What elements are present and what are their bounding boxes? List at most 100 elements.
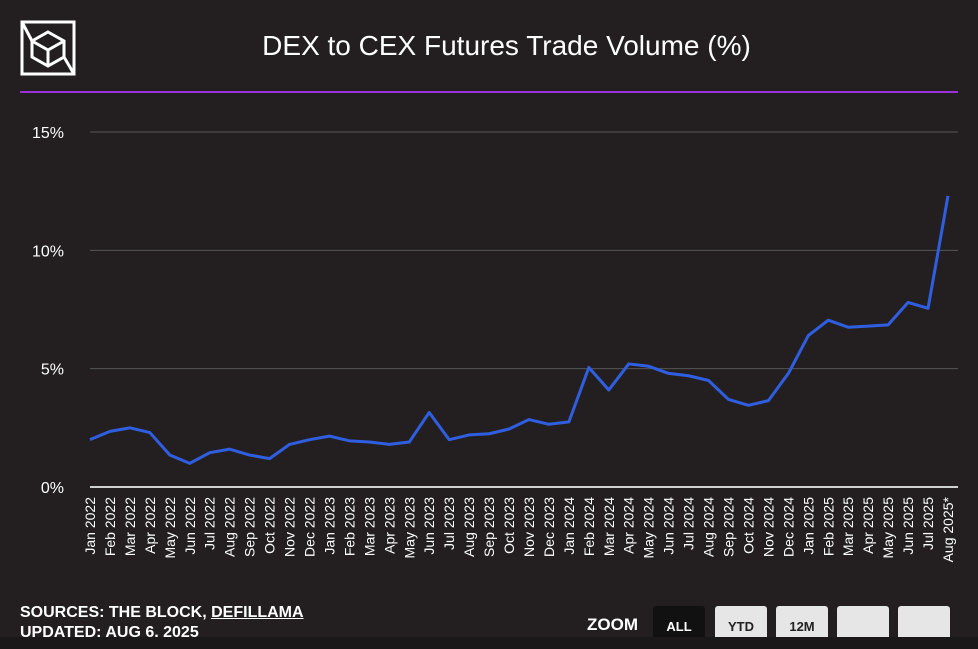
sources-prefix: SOURCES: THE BLOCK, (20, 604, 212, 621)
data-point[interactable] (324, 431, 334, 441)
x-tick-label: Dec 2024 (780, 497, 796, 557)
data-point[interactable] (584, 362, 594, 372)
chart-header: DEX to CEX Futures Trade Volume (%) (0, 0, 978, 93)
data-point[interactable] (464, 430, 474, 440)
data-point[interactable] (604, 385, 614, 395)
data-point[interactable] (823, 315, 833, 325)
x-tick-label: Mar 2023 (361, 497, 377, 556)
x-tick-label: Feb 2024 (581, 497, 597, 556)
x-tick-label: Dec 2023 (541, 497, 557, 557)
x-tick-label: Jul 2022 (202, 497, 218, 550)
data-point[interactable] (85, 435, 95, 445)
x-tick-label: Nov 2023 (521, 497, 537, 557)
data-point[interactable] (624, 359, 634, 369)
data-point[interactable] (484, 429, 494, 439)
x-tick-label: Oct 2023 (501, 497, 517, 554)
data-point[interactable] (404, 437, 414, 447)
x-tick-label: Oct 2022 (262, 497, 278, 554)
data-point[interactable] (304, 435, 314, 445)
data-point[interactable] (344, 436, 354, 446)
y-tick-label: 0% (41, 480, 64, 497)
x-tick-label: Jul 2024 (681, 497, 697, 550)
data-point[interactable] (205, 448, 215, 458)
data-point[interactable] (763, 396, 773, 406)
data-point[interactable] (843, 322, 853, 332)
data-point[interactable] (245, 450, 255, 460)
data-point[interactable] (105, 426, 115, 436)
data-point[interactable] (684, 371, 694, 381)
line-chart: 0% 5% 10% 15% Jan 2022 Feb 2022 Mar 2022 Apr 20… (32, 125, 958, 562)
the-block-logo-icon (20, 20, 76, 76)
y-tick-label: 15% (32, 125, 64, 142)
data-point[interactable] (504, 424, 514, 434)
x-tick-label: Jun 2022 (182, 497, 198, 555)
x-tick-label: Feb 2022 (102, 497, 118, 556)
zoom-label: ZOOM (587, 615, 638, 634)
zoom-12m-button[interactable]: 12M (776, 606, 828, 642)
zoom-all-button[interactable]: ALL (653, 606, 705, 642)
data-point[interactable] (923, 303, 933, 313)
data-point[interactable] (185, 458, 195, 468)
data-point[interactable] (704, 376, 714, 386)
data-point[interactable] (664, 368, 674, 378)
data-point[interactable] (265, 454, 275, 464)
data-point[interactable] (444, 435, 454, 445)
series-line (89, 195, 950, 465)
defillama-link[interactable]: DEFILLAMA (211, 604, 304, 621)
x-tick-label: Aug 2025* (940, 496, 956, 562)
x-tick-label: Mar 2025 (840, 497, 856, 556)
updated-text: UPDATED: AUG 6, 2025 (20, 624, 199, 641)
x-tick-label: Jan 2024 (561, 497, 577, 555)
data-point[interactable] (564, 417, 574, 427)
data-point[interactable] (883, 320, 893, 330)
x-tick-label: May 2023 (401, 497, 417, 559)
data-point[interactable] (803, 331, 813, 341)
x-tick-label: Sep 2023 (481, 497, 497, 557)
data-point[interactable] (863, 321, 873, 331)
data-point[interactable] (943, 191, 953, 201)
x-tick-label: May 2024 (641, 497, 657, 559)
chart-title: DEX to CEX Futures Trade Volume (%) (262, 30, 751, 61)
x-tick-label: Nov 2022 (282, 497, 298, 557)
zoom-button-5[interactable] (898, 606, 950, 642)
x-tick-label: Mar 2022 (122, 497, 138, 556)
data-point[interactable] (743, 400, 753, 410)
data-point[interactable] (165, 450, 175, 460)
data-point[interactable] (903, 297, 913, 307)
data-point[interactable] (364, 437, 374, 447)
header-divider (20, 91, 958, 93)
x-tick-label: Jul 2023 (441, 497, 457, 550)
x-tick-label: Sep 2024 (721, 497, 737, 557)
x-tick-label: Sep 2022 (242, 497, 258, 557)
x-tick-label: Feb 2025 (820, 497, 836, 556)
data-point[interactable] (644, 361, 654, 371)
x-tick-label: Feb 2023 (341, 497, 357, 556)
x-tick-label: Apr 2025 (860, 497, 876, 554)
x-tick-label: Jun 2024 (661, 497, 677, 555)
data-point[interactable] (125, 423, 135, 433)
bottom-bar (0, 637, 978, 649)
zoom-button-4[interactable] (837, 606, 889, 642)
x-tick-label: Jan 2022 (82, 497, 98, 555)
x-tick-label: Mar 2024 (601, 497, 617, 556)
x-tick-label: May 2025 (880, 497, 896, 559)
x-tick-label: Apr 2023 (381, 497, 397, 554)
data-point[interactable] (225, 444, 235, 454)
x-tick-label: Jan 2025 (800, 497, 816, 555)
x-tick-label: May 2022 (162, 497, 178, 559)
data-point[interactable] (285, 439, 295, 449)
data-point[interactable] (724, 394, 734, 404)
data-point[interactable] (783, 368, 793, 378)
y-tick-label: 5% (41, 362, 64, 379)
data-point[interactable] (384, 439, 394, 449)
zoom-ytd-button[interactable]: YTD (715, 606, 767, 642)
data-point[interactable] (524, 415, 534, 425)
y-tick-label: 10% (32, 243, 64, 260)
x-tick-label: Jul 2025 (920, 497, 936, 550)
data-point[interactable] (424, 407, 434, 417)
sources-text: SOURCES: THE BLOCK, DEFILLAMA (20, 604, 304, 622)
data-point[interactable] (145, 428, 155, 438)
x-tick-label: Apr 2024 (621, 497, 637, 554)
x-tick-label: Aug 2022 (222, 497, 238, 557)
data-point[interactable] (544, 419, 554, 429)
